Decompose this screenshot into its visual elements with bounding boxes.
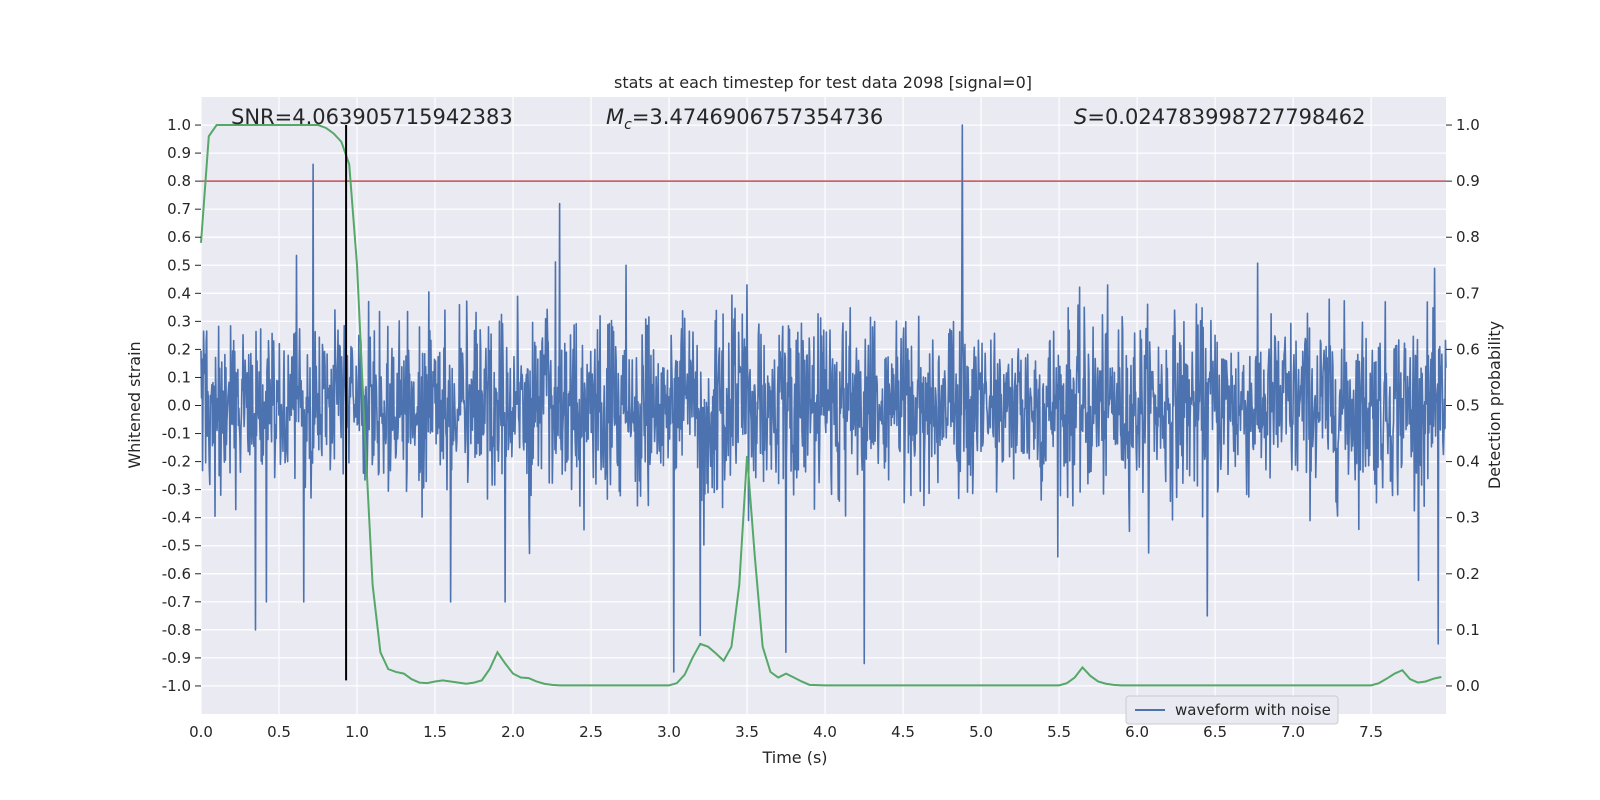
left-y-tick-label: 0.6 bbox=[167, 228, 191, 246]
waveform-series bbox=[200, 124, 1447, 673]
x-axis-label: Time (s) bbox=[761, 748, 827, 767]
s-annotation: S=0.024783998727798462 bbox=[1074, 105, 1365, 129]
right-y-tick-label: 0.1 bbox=[1456, 621, 1480, 639]
x-tick-label: 3.0 bbox=[657, 723, 681, 741]
x-tick-label: 2.0 bbox=[501, 723, 525, 741]
s-value: =0.024783998727798462 bbox=[1087, 105, 1365, 129]
right-y-tick-label: 0.9 bbox=[1456, 172, 1480, 190]
left-y-tick-label: 0.9 bbox=[167, 144, 191, 162]
left-y-tick-label: 0.7 bbox=[167, 200, 191, 218]
x-tick-label: 5.5 bbox=[1047, 723, 1071, 741]
chirp-mass-symbol: M bbox=[606, 105, 624, 129]
x-tick-label: 5.0 bbox=[969, 723, 993, 741]
left-y-tick-label: -0.6 bbox=[162, 565, 191, 583]
left-y-tick-labels: -1.0 -0.9 -0.8 -0.7 -0.6 -0.5 -0.4 -0.3 -0.2 -0.1… bbox=[162, 116, 201, 695]
x-tick-label: 6.5 bbox=[1203, 723, 1227, 741]
x-tick-label: 0.5 bbox=[267, 723, 291, 741]
x-tick-label: 1.5 bbox=[423, 723, 447, 741]
chart-title: stats at each timestep for test data 209… bbox=[614, 73, 1032, 92]
x-tick-label: 4.5 bbox=[891, 723, 915, 741]
left-y-tick-label: 0.5 bbox=[167, 256, 191, 274]
chirp-mass-annotation: Mc=3.4746906757354736 bbox=[606, 105, 883, 133]
right-y-tick-label: 0.6 bbox=[1456, 340, 1480, 358]
chirp-mass-subscript: c bbox=[624, 117, 632, 133]
left-y-tick-label: 0.1 bbox=[167, 368, 191, 386]
legend-box bbox=[1125, 695, 1339, 725]
legend-label-waveform: waveform with noise bbox=[1175, 701, 1331, 719]
left-y-tick-label: 0.4 bbox=[167, 284, 191, 302]
left-y-tick-label: -0.5 bbox=[162, 537, 191, 555]
left-y-tick-label: 0.8 bbox=[167, 172, 191, 190]
x-tick-label: 4.0 bbox=[813, 723, 837, 741]
left-y-tick-label: -0.4 bbox=[162, 509, 191, 527]
left-y-tick-label: 0.2 bbox=[167, 340, 191, 358]
right-y-tick-label: 0.5 bbox=[1456, 397, 1480, 415]
left-y-tick-label: -0.3 bbox=[162, 481, 191, 499]
left-y-tick-label: 1.0 bbox=[167, 116, 191, 134]
right-y-tick-label: 1.0 bbox=[1456, 116, 1480, 134]
right-y-tick-labels: 0.0 0.1 0.2 0.3 0.4 0.5 0.6 0.7 0.8 0.9 1.0 bbox=[1446, 116, 1480, 695]
right-y-tick-label: 0.2 bbox=[1456, 565, 1480, 583]
right-y-tick-label: 0.8 bbox=[1456, 228, 1480, 246]
x-tick-label: 7.5 bbox=[1359, 723, 1383, 741]
waveform-trace bbox=[200, 124, 1447, 673]
x-tick-label: 2.5 bbox=[579, 723, 603, 741]
right-y-tick-label: 0.4 bbox=[1456, 453, 1480, 471]
chirp-mass-value: =3.4746906757354736 bbox=[632, 105, 883, 129]
x-tick-label: 1.0 bbox=[345, 723, 369, 741]
left-y-tick-label: 0.0 bbox=[167, 397, 191, 415]
detection-probability-line bbox=[200, 124, 1442, 687]
left-y-tick-label: -0.1 bbox=[162, 425, 191, 443]
right-y-tick-label: 0.0 bbox=[1456, 677, 1480, 695]
right-y-tick-label: 0.3 bbox=[1456, 509, 1480, 527]
x-tick-label: 3.5 bbox=[735, 723, 759, 741]
x-tick-label: 0.0 bbox=[189, 723, 213, 741]
left-y-tick-label: 0.3 bbox=[167, 312, 191, 330]
x-tick-label: 7.0 bbox=[1281, 723, 1305, 741]
s-symbol: S bbox=[1074, 105, 1087, 129]
left-y-tick-label: -0.7 bbox=[162, 593, 191, 611]
left-y-axis-label: Whitened strain bbox=[125, 341, 144, 468]
legend: waveform with noise bbox=[1125, 695, 1339, 725]
left-y-tick-label: -0.8 bbox=[162, 621, 191, 639]
right-y-axis-label: Detection probability bbox=[1485, 321, 1504, 489]
left-y-tick-label: -1.0 bbox=[162, 677, 191, 695]
left-y-tick-label: -0.2 bbox=[162, 453, 191, 471]
left-y-tick-label: -0.9 bbox=[162, 649, 191, 667]
x-tick-labels: 0.0 0.5 1.0 1.5 2.0 2.5 3.0 3.5 4.0 4.5 5.0 5.5 6.0 6… bbox=[189, 723, 1383, 741]
snr-annotation: SNR=4.063905715942383 bbox=[231, 105, 513, 129]
x-tick-label: 6.0 bbox=[1125, 723, 1149, 741]
right-y-tick-label: 0.7 bbox=[1456, 284, 1480, 302]
